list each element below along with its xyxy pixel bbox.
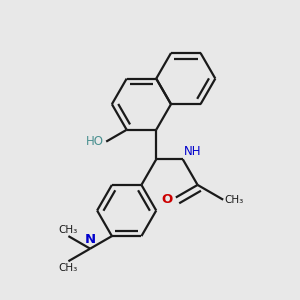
Text: HO: HO [86, 135, 104, 148]
Text: N: N [85, 232, 96, 246]
Text: CH₃: CH₃ [59, 224, 78, 235]
Text: CH₃: CH₃ [59, 263, 78, 273]
Text: CH₃: CH₃ [225, 195, 244, 205]
Text: NH: NH [184, 145, 202, 158]
Text: O: O [161, 193, 173, 206]
